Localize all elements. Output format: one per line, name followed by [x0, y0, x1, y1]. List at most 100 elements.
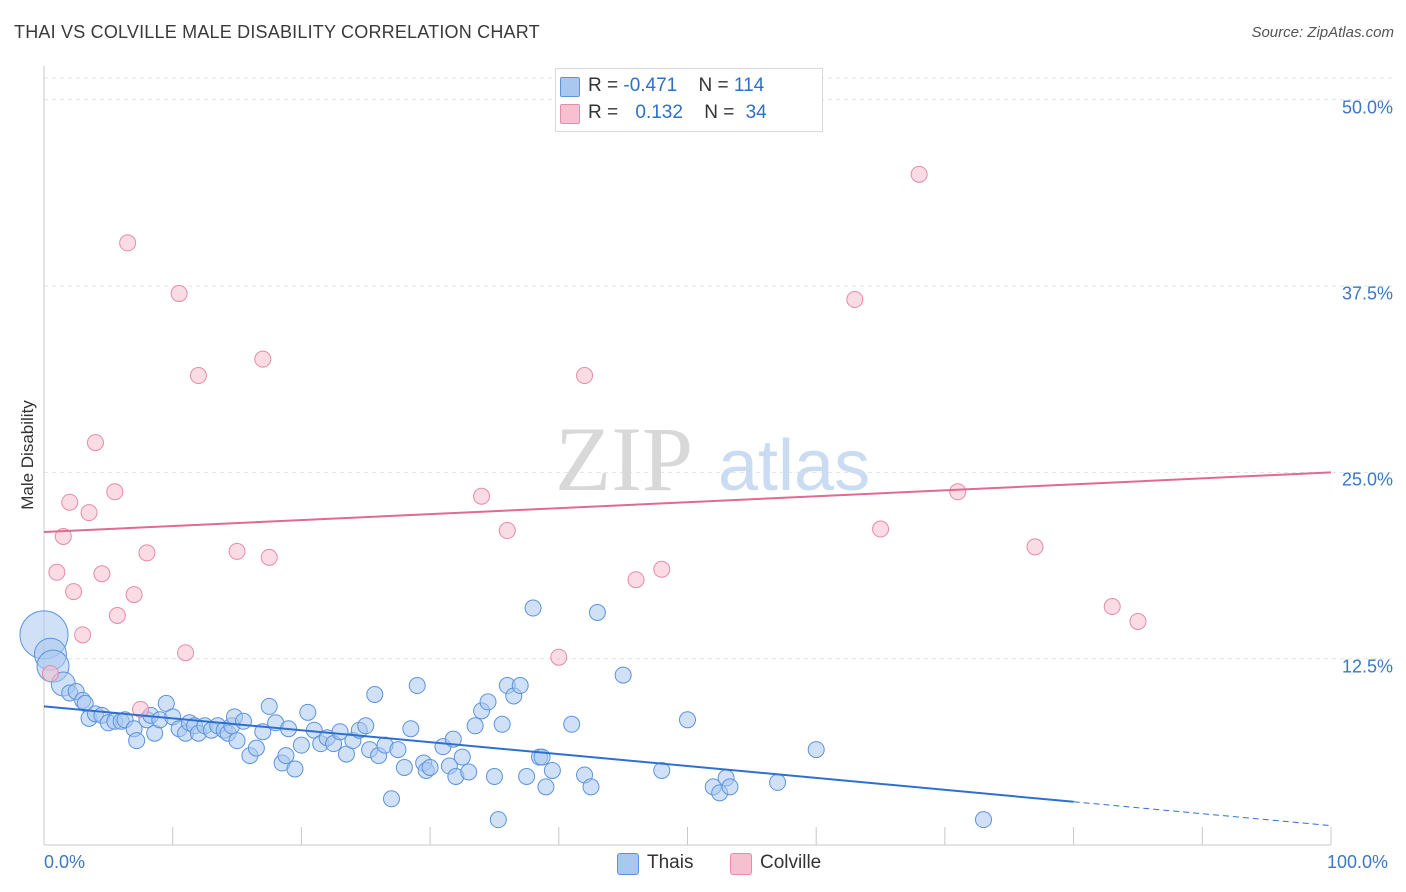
stats-r-label: R = [588, 102, 624, 123]
data-point-colville [576, 367, 594, 385]
stats-n-value: 34 [745, 102, 767, 123]
watermark-zip: ZIP [555, 408, 693, 510]
data-point-thais [421, 759, 439, 776]
trend-line-thais [43, 705, 1074, 803]
data-point-thais [228, 732, 246, 750]
data-point-thais [234, 712, 252, 730]
stats-r-value: 0.132 [635, 102, 683, 123]
chart-title: THAI VS COLVILLE MALE DISABILITY CORRELA… [14, 22, 540, 42]
data-point-thais [975, 811, 993, 829]
data-point-thais [489, 811, 507, 829]
stats-row-colville: R = 0.132 N = 34 [560, 102, 767, 128]
data-point-colville [61, 493, 79, 511]
data-point-colville [119, 234, 137, 252]
data-point-colville [138, 544, 156, 562]
stats-n-label: N = [698, 75, 734, 96]
data-point-thais [460, 763, 478, 781]
data-point-colville [170, 285, 188, 303]
legend-swatch-colville [730, 853, 752, 875]
watermark-atlas: atlas [718, 426, 870, 506]
data-point-colville [65, 583, 83, 601]
data-point-colville [125, 586, 143, 604]
stats-n-label: N = [704, 102, 740, 123]
stats-r-value: -0.471 [623, 75, 678, 96]
stats-row-thais: R = -0.471 N = 114 [560, 75, 765, 101]
legend-item-colville[interactable]: Colville [730, 852, 822, 875]
data-point-thais [493, 715, 511, 733]
watermark: ZIP atlas [555, 408, 870, 510]
data-point-thais [537, 778, 555, 796]
data-point-thais [479, 693, 497, 711]
data-point-thais [389, 741, 407, 759]
data-point-thais [518, 767, 536, 785]
data-point-colville [254, 350, 272, 368]
data-point-thais [453, 748, 471, 766]
data-point-thais [653, 761, 671, 779]
data-point-colville [228, 542, 246, 560]
legend-item-thais[interactable]: Thais [617, 852, 694, 875]
data-point-thais [511, 677, 529, 695]
data-point-thais [563, 715, 581, 733]
gridlines [44, 77, 1394, 660]
data-point-colville [106, 483, 124, 501]
stats-box: R = -0.471 N = 114 R = 0.132 N = 34 [555, 68, 823, 132]
data-point-thais [128, 732, 146, 750]
data-point-thais [402, 720, 420, 738]
legend-label-colville: Colville [760, 852, 822, 873]
x-tick-min: 0.0% [44, 852, 86, 872]
data-point-thais [582, 778, 600, 796]
data-point-colville [653, 560, 671, 578]
data-point-thais [524, 599, 542, 617]
stats-swatch-thais [560, 77, 580, 97]
data-point-colville [48, 563, 66, 581]
data-point-colville [86, 434, 104, 452]
legend-swatch-thais [617, 853, 639, 875]
data-point-thais [769, 773, 787, 791]
data-point-thais [614, 666, 632, 684]
data-point-colville [93, 565, 111, 583]
data-point-colville [910, 165, 928, 183]
data-point-colville [1129, 612, 1147, 630]
data-point-colville [132, 700, 150, 718]
data-point-colville [54, 527, 72, 545]
data-point-thais [286, 760, 304, 778]
data-point-colville [177, 644, 195, 662]
data-point-thais [277, 747, 295, 765]
data-point-thais [466, 717, 484, 735]
data-point-thais [299, 703, 317, 721]
data-point-thais [357, 717, 375, 735]
data-point-colville [872, 520, 890, 538]
data-point-thais [382, 790, 400, 808]
data-point-thais [721, 778, 739, 796]
data-point-thais [543, 761, 561, 779]
data-point-colville [949, 483, 967, 501]
data-point-colville [41, 665, 59, 683]
stats-r-label: R = [588, 75, 624, 96]
data-point-thais [485, 767, 503, 785]
data-point-colville [627, 571, 645, 589]
stats-swatch-colville [560, 104, 580, 124]
data-point-colville [80, 504, 98, 522]
trend-line-extension-thais [1073, 801, 1332, 827]
data-point-colville [1026, 538, 1044, 556]
y-tick-label: 37.5% [1341, 283, 1393, 304]
data-point-thais [408, 677, 426, 695]
y-tick-label: 50.0% [1341, 97, 1393, 118]
data-point-thais [588, 604, 606, 621]
data-point-thais [366, 685, 384, 703]
legend-label-thais: Thais [647, 852, 694, 873]
data-point-colville [550, 648, 568, 666]
data-point-thais [807, 741, 825, 759]
data-point-thais [395, 759, 413, 776]
data-point-colville [473, 487, 491, 505]
data-point-colville [498, 522, 516, 540]
data-point-thais [292, 736, 310, 754]
data-point-colville [74, 626, 92, 644]
trend-lines [43, 471, 1332, 827]
data-points [19, 165, 1147, 829]
y-tick-label: 12.5% [1341, 656, 1393, 677]
data-point-colville [260, 548, 278, 566]
legend: Thais Colville [0, 852, 1406, 878]
stats-n-value: 114 [733, 75, 765, 96]
